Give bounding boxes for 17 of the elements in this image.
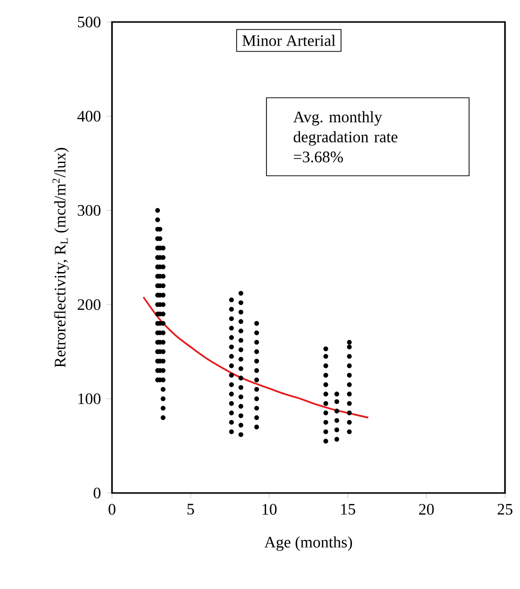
x-tick-label: 10: [262, 504, 277, 515]
text: Minor Arterial: [242, 34, 336, 46]
x-tick-label: 25: [498, 504, 512, 515]
x-tick-label: 5: [188, 504, 194, 515]
y-tick-label: 0: [94, 488, 100, 498]
y-axis-title: Retroreflectivity, R$_{L}$ (mcd/m$^{2}$/lux): [52, 148, 69, 368]
line-series: [142, 296, 370, 419]
y-tick-label: 400: [77, 110, 100, 122]
x-tick-label: 0: [108, 504, 116, 515]
x-tick-label: 20: [419, 504, 434, 515]
y-tick-label: 500: [78, 16, 100, 28]
y-tick-label: 300: [78, 204, 100, 216]
y-tick-label: 100: [78, 393, 100, 404]
y-tick-label: 200: [78, 299, 100, 310]
x-tick-label: 15: [341, 504, 356, 515]
annotation: Avg. monthly degradation rate =3.68%: [293, 111, 398, 162]
x-axis-title: Age (months): [264, 536, 352, 551]
